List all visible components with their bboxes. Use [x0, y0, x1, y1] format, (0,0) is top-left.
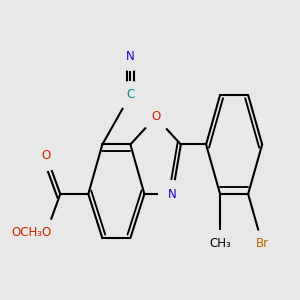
Text: O: O [42, 226, 51, 239]
Text: N: N [126, 50, 135, 63]
Text: N: N [168, 188, 177, 200]
Text: OCH₃: OCH₃ [11, 226, 42, 239]
Text: O: O [151, 110, 160, 124]
Text: O: O [42, 149, 51, 162]
Text: C: C [126, 88, 134, 101]
Text: Br: Br [256, 237, 269, 250]
Text: CH₃: CH₃ [209, 237, 231, 250]
